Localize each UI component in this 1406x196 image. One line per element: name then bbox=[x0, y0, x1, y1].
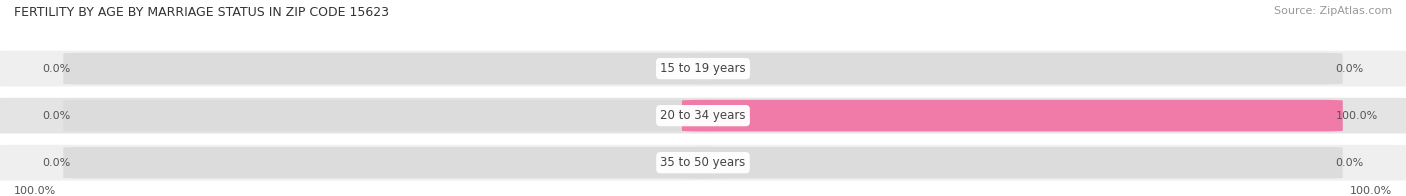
Text: 35 to 50 years: 35 to 50 years bbox=[661, 156, 745, 169]
FancyBboxPatch shape bbox=[682, 100, 1343, 131]
FancyBboxPatch shape bbox=[63, 100, 724, 131]
FancyBboxPatch shape bbox=[682, 100, 1343, 131]
Text: 0.0%: 0.0% bbox=[42, 64, 70, 74]
FancyBboxPatch shape bbox=[682, 147, 1343, 178]
Text: 100.0%: 100.0% bbox=[1336, 111, 1378, 121]
FancyBboxPatch shape bbox=[0, 145, 1406, 181]
Text: 0.0%: 0.0% bbox=[42, 158, 70, 168]
Text: 20 to 34 years: 20 to 34 years bbox=[661, 109, 745, 122]
FancyBboxPatch shape bbox=[682, 53, 1343, 84]
FancyBboxPatch shape bbox=[63, 147, 724, 178]
FancyBboxPatch shape bbox=[0, 51, 1406, 86]
Text: 100.0%: 100.0% bbox=[14, 186, 56, 196]
FancyBboxPatch shape bbox=[0, 98, 1406, 133]
Text: 15 to 19 years: 15 to 19 years bbox=[661, 62, 745, 75]
Text: FERTILITY BY AGE BY MARRIAGE STATUS IN ZIP CODE 15623: FERTILITY BY AGE BY MARRIAGE STATUS IN Z… bbox=[14, 6, 389, 19]
Text: 0.0%: 0.0% bbox=[1336, 158, 1364, 168]
FancyBboxPatch shape bbox=[63, 53, 724, 84]
Text: 0.0%: 0.0% bbox=[42, 111, 70, 121]
Text: Source: ZipAtlas.com: Source: ZipAtlas.com bbox=[1274, 6, 1392, 16]
Text: 0.0%: 0.0% bbox=[1336, 64, 1364, 74]
Text: 100.0%: 100.0% bbox=[1350, 186, 1392, 196]
